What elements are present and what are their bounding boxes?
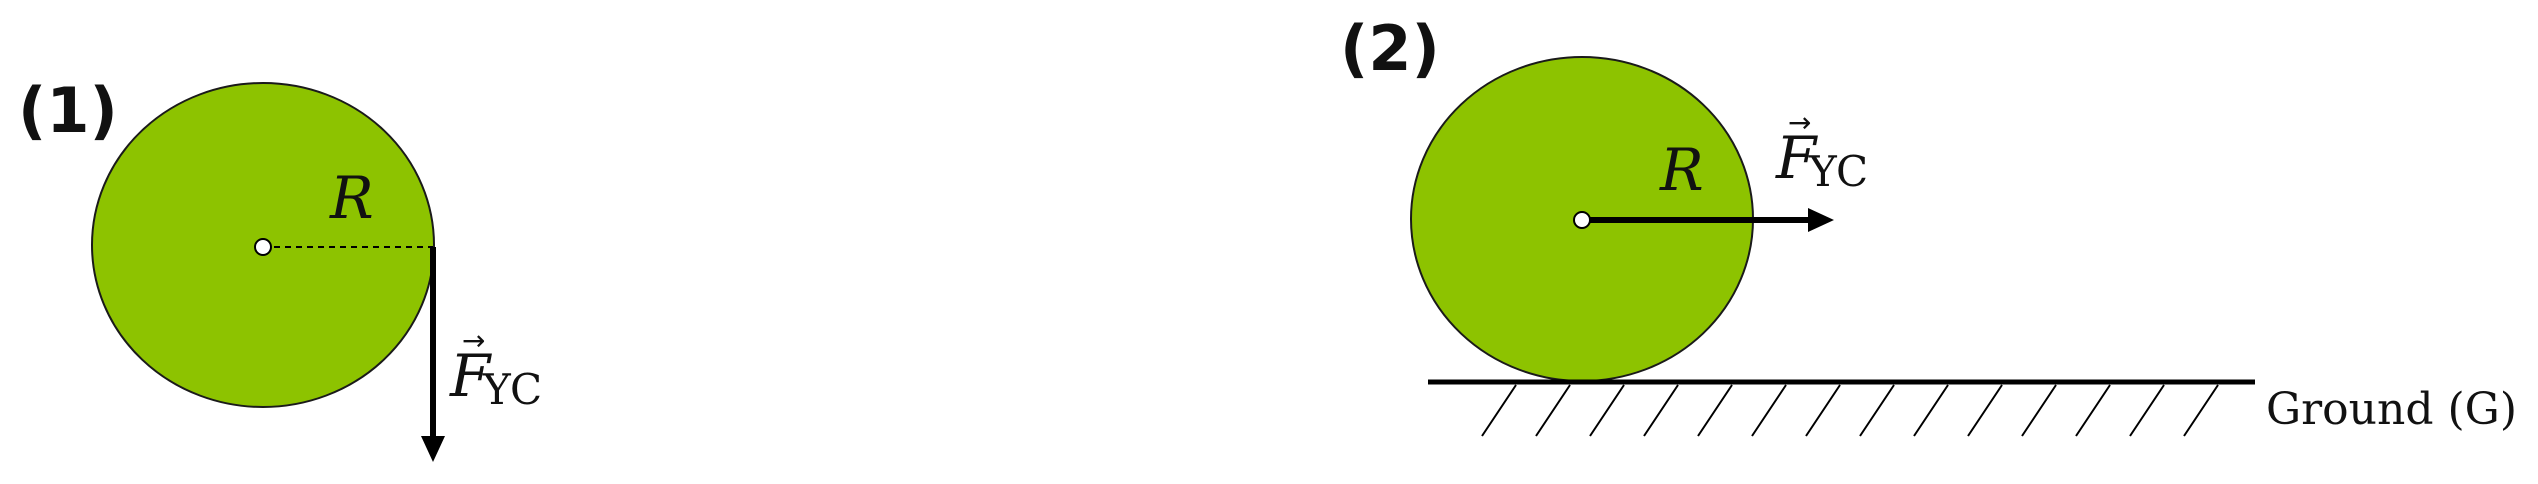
ground-hatching [1481, 384, 2219, 437]
ground-hatch-mark [1805, 384, 1841, 437]
ground-hatch-mark [1481, 384, 1517, 437]
panel-1: (1) R → F YC [18, 74, 542, 462]
ground-hatch-mark [2021, 384, 2057, 437]
ground-hatch-mark [2129, 384, 2165, 437]
panel-2-force-symbol: F [1775, 124, 1818, 192]
panel-2-radius-label: R [1659, 136, 1704, 204]
panel-2-force-label: → F YC [1775, 106, 1868, 196]
panel-2-force-vector-arrow: → [1788, 106, 1811, 139]
panel-1-force-label: → F YC [449, 324, 542, 414]
panel-1-force-subscript: YC [482, 365, 542, 414]
ground-hatch-mark [1589, 384, 1625, 437]
ground-hatch-mark [1697, 384, 1733, 437]
panel-2-label: (2) [1340, 12, 1440, 85]
ground-label: Ground (G) [2266, 384, 2517, 435]
panel-1-label: (1) [18, 74, 118, 147]
panel-1-radius-label: R [329, 164, 374, 232]
ground-hatch-mark [1913, 384, 1949, 437]
panel-2: (2) R → F YC [1340, 12, 2517, 437]
ground-hatch-mark [1751, 384, 1787, 437]
ground-hatch-mark [1967, 384, 2003, 437]
ground-hatch-mark [1643, 384, 1679, 437]
panel-2-force-arrow-head [1808, 208, 1834, 232]
panel-1-force-arrow-head [421, 436, 445, 462]
ground-hatch-mark [2075, 384, 2111, 437]
panel-2-force-subscript: YC [1808, 147, 1868, 196]
ground-hatch-mark [2183, 384, 2219, 437]
panel-2-center-point [1573, 211, 1591, 229]
panel-1-center-point [254, 238, 272, 256]
panel-1-force-vector-arrow: → [462, 324, 485, 357]
ground-hatch-mark [1859, 384, 1895, 437]
panel-1-force-symbol: F [449, 342, 492, 410]
ground-hatch-mark [1535, 384, 1571, 437]
